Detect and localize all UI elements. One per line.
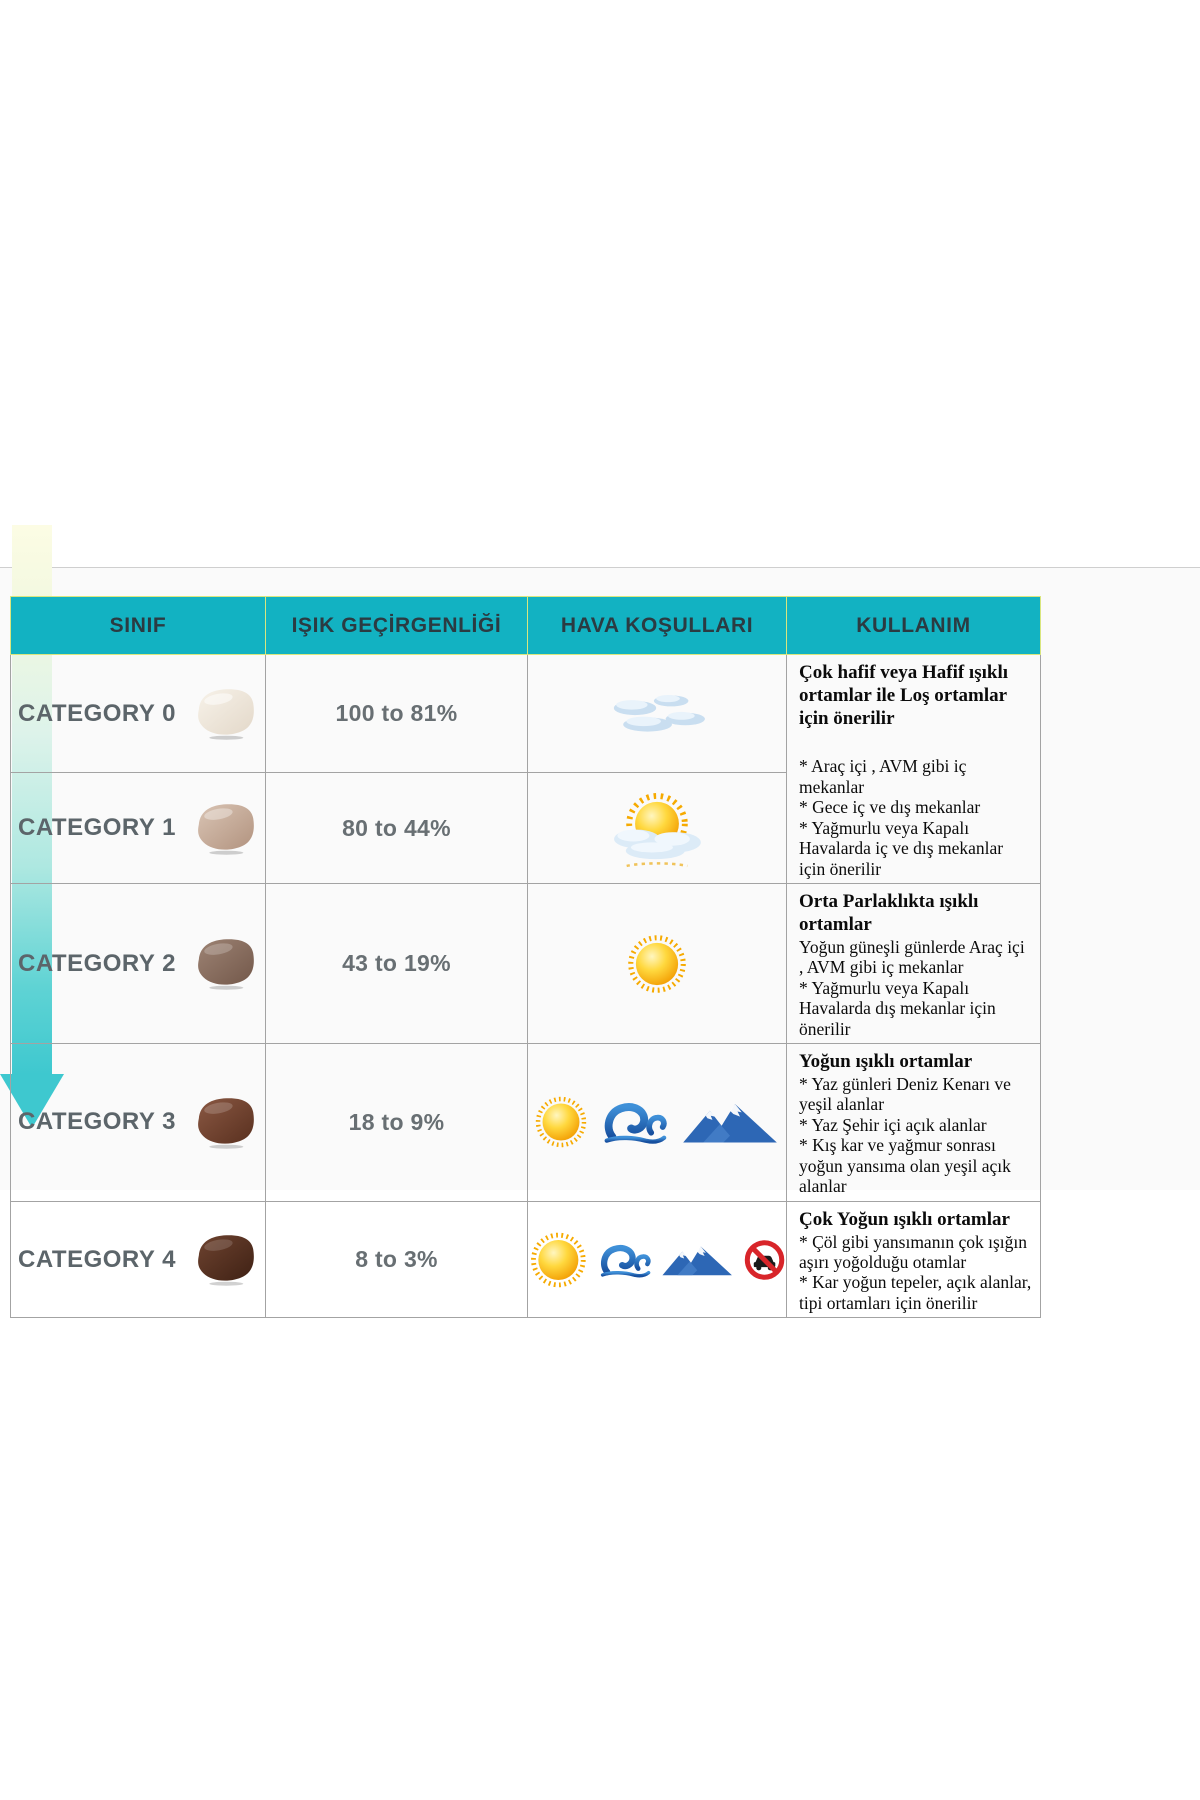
usage-line: * Kış kar ve yağmur sonrası yoğun yansım… <box>799 1135 1011 1197</box>
lens-swatch-icon <box>198 689 254 740</box>
category-label: CATEGORY 1 <box>18 814 176 842</box>
usage-line: * Yağmurlu veya Kapalı Havalarda dış mek… <box>799 977 996 1039</box>
sun-icon <box>535 1097 587 1148</box>
usage-line: * Yağmurlu veya Kapalı Havalarda iç ve d… <box>799 817 1004 879</box>
transmittance-value: 18 to 9% <box>265 1043 528 1202</box>
transmittance-value: 43 to 19% <box>265 883 528 1045</box>
usage-line: * Yaz günleri Deniz Kenarı ve yeşil alan… <box>799 1073 1011 1115</box>
lens-swatch-icon <box>198 1098 254 1149</box>
usage-title: Orta Parlaklıkta ışıklı ortamlar <box>799 891 979 935</box>
mountains-icon <box>662 1246 732 1275</box>
header-isik-gecirgenligi: IŞIK GEÇİRGENLİĞİ <box>265 596 528 655</box>
usage-cell-cat3: Yoğun ışıklı ortamlar * Yaz günleri Deni… <box>788 1045 1040 1201</box>
lens-swatch-icon <box>198 803 254 855</box>
transmittance-value: 80 to 44% <box>265 772 528 885</box>
clouds-icon <box>613 695 705 732</box>
category-label: CATEGORY 3 <box>18 1108 176 1136</box>
transmittance-value: 100 to 81% <box>265 653 528 774</box>
mountains-icon <box>683 1104 777 1143</box>
wave-icon <box>600 1244 651 1278</box>
usage-title: Çok Yoğun ışıklı ortamlar <box>799 1208 1010 1230</box>
header-kullanim: KULLANIM <box>786 596 1041 655</box>
table-row-category-2: CATEGORY 2 43 to 19% <box>10 883 1041 1045</box>
lens-swatch-icon <box>198 939 254 990</box>
usage-cell-cat0-1: Çok hafif veya Hafif ışıklı ortamlar ile… <box>788 656 1040 883</box>
lens-swatch-icon <box>198 1235 254 1286</box>
sun-icon <box>628 934 686 993</box>
header-sinif: SINIF <box>10 596 266 655</box>
sun-icon <box>531 1232 586 1287</box>
table-row-category-0: CATEGORY 0 100 to 81% <box>10 653 1041 885</box>
header-row: SINIF IŞIK GEÇİRGENLİĞİ HAVA KOŞULLARI K… <box>10 596 1041 655</box>
usage-title: Çok hafif veya Hafif ışıklı ortamlar ile… <box>799 662 1009 729</box>
header-hava-kosullari: HAVA KOŞULLARI <box>527 596 787 655</box>
usage-line: * Kar yoğun tepeler, açık alanlar, tipi … <box>799 1272 1032 1313</box>
table-row-category-4: CATEGORY 4 8 to 3% <box>10 1200 1041 1319</box>
wave-icon <box>604 1103 667 1145</box>
usage-line: * Gece iç ve dış mekanlar <box>799 797 981 818</box>
usage-line: * Araç içi , AVM gibi iç mekanlar <box>799 756 967 797</box>
usage-title: Yoğun ışıklı ortamlar <box>799 1051 973 1073</box>
table-row-category-1: CATEGORY 1 80 to 44% <box>10 772 1041 885</box>
no-vehicle-icon <box>744 1239 785 1280</box>
sun-behind-clouds-icon <box>614 793 701 868</box>
category-label: CATEGORY 0 <box>18 699 176 727</box>
usage-line: * Çöl gibi yansımanın çok ışığın aşırı y… <box>799 1231 1027 1273</box>
category-label: CATEGORY 2 <box>18 949 176 977</box>
usage-line: Yoğun güneşli günlerde Araç içi , AVM gi… <box>799 936 1025 978</box>
usage-cell-cat4: Çok Yoğun ışıklı ortamlar * Çöl gibi yan… <box>788 1202 1040 1317</box>
usage-cell-cat2: Orta Parlaklıkta ışıklı ortamlar Yoğun g… <box>788 885 1040 1043</box>
table-row-category-3: CATEGORY 3 18 to 9% <box>10 1043 1041 1202</box>
usage-line: * Yaz Şehir içi açık alanlar <box>799 1114 987 1135</box>
lens-category-table: SINIF IŞIK GEÇİRGENLİĞİ HAVA KOŞULLARI K… <box>10 596 1041 1319</box>
transmittance-value: 8 to 3% <box>265 1200 528 1319</box>
category-label: CATEGORY 4 <box>18 1245 176 1273</box>
